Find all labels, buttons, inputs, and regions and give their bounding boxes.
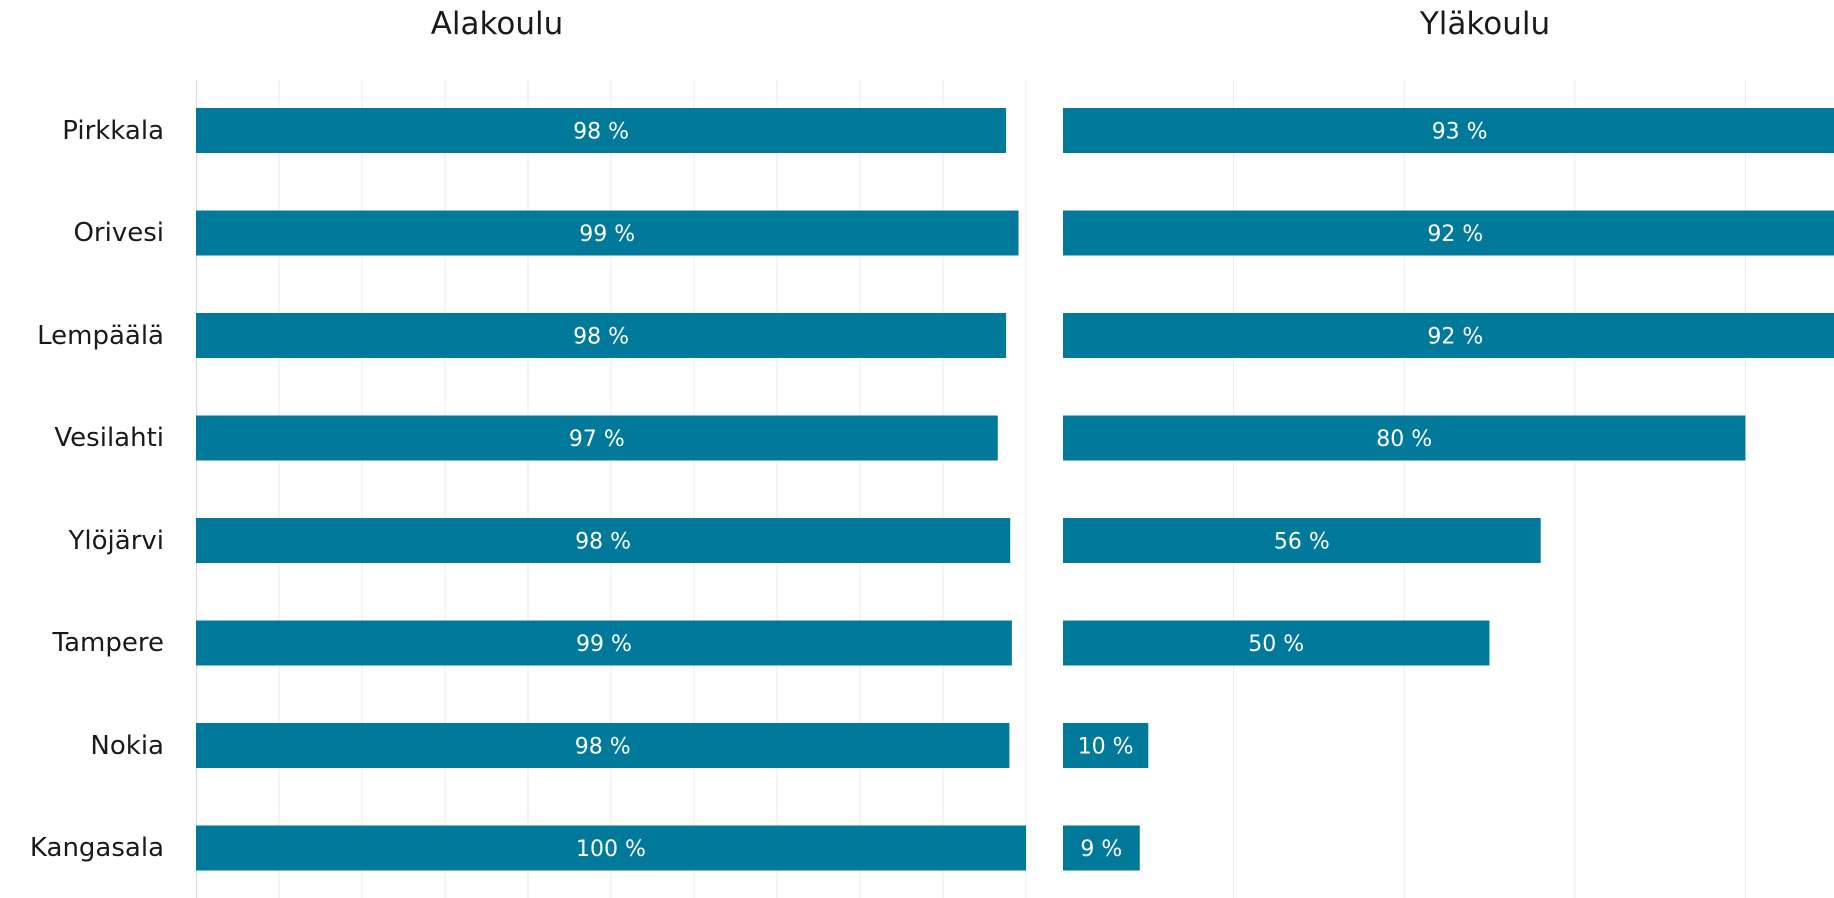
category-label: Ylöjärvi — [68, 525, 164, 556]
data-label: 98 % — [573, 120, 629, 145]
data-label: 99 % — [579, 222, 635, 247]
category-label: Lempäälä — [37, 320, 164, 351]
bar-1-4 — [1063, 518, 1541, 563]
bar-1-7 — [1063, 825, 1140, 871]
bar-1-1 — [1063, 210, 1834, 256]
bar-0-0 — [196, 108, 1007, 153]
data-label: 97 % — [569, 427, 625, 452]
category-label: Kangasala — [29, 833, 164, 863]
data-label: 9 % — [1080, 837, 1122, 862]
data-label: 99 % — [576, 632, 632, 657]
category-label: Tampere — [52, 628, 164, 658]
data-label: 80 % — [1376, 427, 1432, 452]
bar-0-4 — [196, 518, 1011, 563]
category-label: Orivesi — [73, 218, 164, 248]
bar-0-6 — [196, 723, 1010, 768]
panel-title-ylakoulu: Yläkoulu — [1419, 6, 1551, 42]
data-label: 98 % — [575, 530, 631, 555]
data-label: 100 % — [576, 837, 646, 862]
category-label: Vesilahti — [54, 423, 164, 453]
bar-0-1 — [196, 210, 1019, 256]
data-label: 98 % — [575, 735, 631, 760]
bar-1-0 — [1063, 108, 1834, 153]
bar-0-7 — [196, 825, 1026, 871]
bar-0-5 — [196, 620, 1012, 666]
data-label: 92 % — [1427, 222, 1483, 247]
data-label: 98 % — [573, 325, 629, 350]
category-label: Pirkkala — [62, 115, 164, 146]
bar-1-5 — [1063, 620, 1490, 666]
data-label: 92 % — [1427, 325, 1483, 350]
bar-1-3 — [1063, 415, 1746, 461]
panel-title-alakoulu: Alakoulu — [430, 6, 564, 42]
data-label: 10 % — [1078, 735, 1134, 760]
data-label: 50 % — [1248, 632, 1304, 657]
bar-1-2 — [1063, 313, 1834, 358]
category-label: Nokia — [90, 730, 164, 761]
data-label: 56 % — [1274, 530, 1330, 555]
data-label: 93 % — [1432, 120, 1488, 145]
bar-0-2 — [196, 313, 1007, 358]
bar-1-6 — [1063, 723, 1149, 768]
bar-0-3 — [196, 415, 998, 461]
